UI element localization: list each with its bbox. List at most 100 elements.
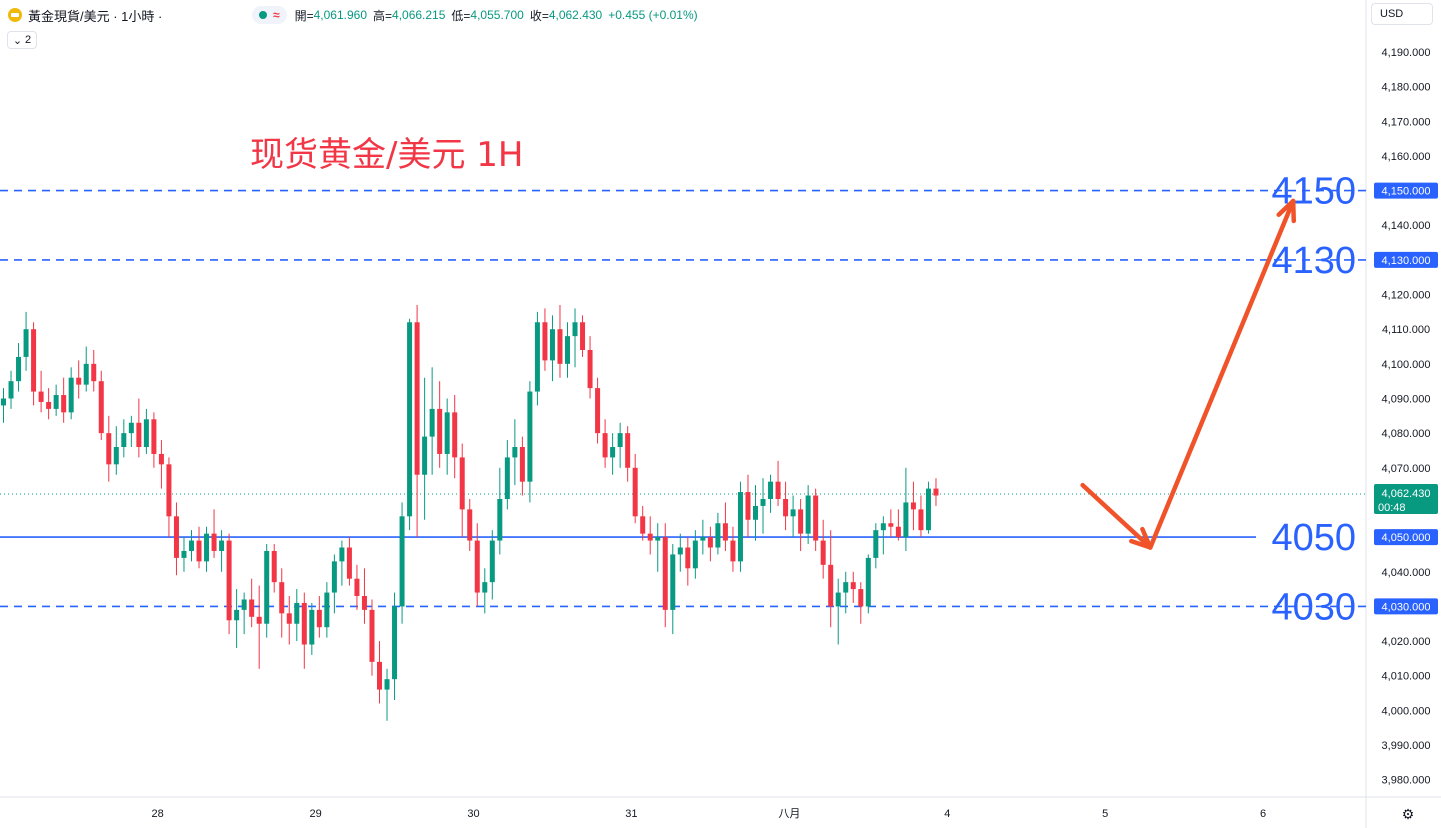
candle	[895, 509, 901, 541]
candle	[745, 474, 751, 538]
delay-wave-icon: ≈	[273, 8, 280, 22]
candle	[392, 592, 398, 700]
candle	[798, 498, 804, 551]
symbol-title[interactable]: 黃金現貨/美元 · 1小時 ·	[28, 8, 163, 24]
candle-body	[196, 540, 202, 562]
candle-body	[294, 602, 300, 624]
candle-body	[482, 582, 488, 593]
candle	[873, 523, 879, 569]
candle-body	[46, 401, 52, 409]
time-tick-label: 28	[152, 808, 164, 820]
candle	[369, 599, 375, 676]
indicator-count: 2	[25, 34, 32, 46]
candle-body	[519, 447, 525, 482]
candle-body	[760, 498, 766, 506]
candle	[121, 419, 127, 458]
candle	[316, 596, 322, 638]
candle-body	[38, 391, 44, 402]
candle	[271, 544, 277, 593]
candle-body	[422, 436, 428, 475]
candle-body	[166, 464, 172, 517]
candle	[361, 568, 367, 624]
candle-body	[31, 329, 37, 392]
time-tick-label: 八月	[778, 808, 800, 820]
candle-body	[737, 492, 743, 562]
candle-body	[211, 533, 217, 551]
candle	[805, 485, 811, 545]
candle	[128, 415, 134, 448]
candle-body	[249, 599, 255, 617]
candle-body	[384, 679, 390, 690]
candle-body	[843, 582, 849, 593]
close-value: 4,062.430	[548, 8, 603, 22]
candle-body	[835, 592, 841, 607]
candle-body	[775, 481, 781, 499]
settings-gear-icon[interactable]: ⚙	[1401, 805, 1415, 822]
candle	[527, 381, 533, 503]
candle	[843, 571, 849, 614]
candle	[595, 377, 601, 444]
candle	[234, 589, 240, 648]
candle	[166, 457, 172, 538]
price-tick-label: 4,010.000	[1382, 671, 1431, 683]
level-price-badge-label: 4,150.000	[1382, 186, 1431, 198]
candle-body	[602, 433, 608, 458]
candle	[512, 419, 518, 486]
candle-body	[858, 589, 864, 607]
currency-selector[interactable]: USD	[1371, 3, 1433, 25]
candle	[249, 578, 255, 628]
candle-body	[632, 467, 638, 517]
candle	[730, 526, 736, 572]
candle-body	[467, 509, 473, 541]
price-axis: 4,200.0004,190.0004,180.0004,170.0004,16…	[1374, 12, 1438, 787]
candle-body	[873, 530, 879, 558]
candle	[294, 589, 300, 642]
candle-body	[429, 408, 435, 437]
candle	[429, 367, 435, 475]
open-label: 開=	[294, 8, 314, 23]
candle-body	[346, 547, 352, 579]
candle-body	[98, 381, 104, 434]
candle-body	[377, 661, 382, 690]
candle	[113, 426, 119, 475]
candle	[83, 346, 89, 392]
candle	[828, 530, 834, 628]
indicators-toggle-button[interactable]: ⌄ 2	[7, 31, 37, 49]
candle-body	[580, 322, 586, 350]
candle-body	[241, 599, 247, 610]
candle	[497, 467, 503, 555]
candle	[76, 360, 82, 399]
candle	[692, 530, 698, 579]
candle	[783, 481, 789, 531]
candle	[572, 308, 578, 368]
candle	[204, 526, 210, 572]
chevron-down-icon: ⌄	[12, 34, 23, 47]
level-price-badge	[1374, 182, 1438, 199]
candle-body	[715, 523, 721, 548]
time-tick-label: 29	[309, 808, 321, 820]
candle-body	[925, 488, 931, 531]
candle-body	[565, 336, 570, 364]
time-tick-label: 5	[1102, 808, 1108, 820]
candle-body	[361, 596, 367, 610]
candle-body	[692, 540, 698, 569]
candle-body	[16, 356, 22, 382]
time-tick-label: 4	[944, 808, 950, 820]
candle-body	[685, 547, 691, 569]
candle-body	[595, 388, 601, 434]
candle	[933, 478, 939, 506]
candle	[820, 519, 826, 579]
candle-body	[918, 509, 924, 531]
candle-body	[617, 433, 623, 448]
candle	[158, 440, 164, 489]
candle-body	[392, 606, 398, 680]
symbol-header[interactable]: 黃金現貨/美元 · 1小時 ·	[8, 6, 162, 24]
candle-body	[670, 554, 676, 610]
candle-body	[474, 540, 480, 593]
price-tick-label: 4,140.000	[1382, 220, 1431, 232]
market-status[interactable]: ≈	[252, 6, 287, 24]
open-value: 4,061.960	[313, 8, 367, 22]
candle	[662, 523, 668, 628]
candle	[467, 498, 473, 551]
